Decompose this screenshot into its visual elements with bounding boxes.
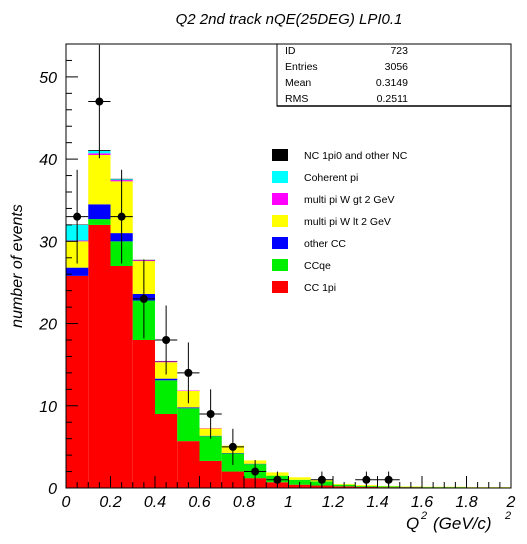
x-axis-label-sup: 2: [420, 510, 427, 522]
chart-title: Q2 2nd track nQE(25DEG) LPI0.1: [176, 11, 403, 28]
y-tick-label: 0: [48, 481, 57, 498]
data-point-6: [199, 389, 222, 439]
legend-label-cc-1pi: CC 1pi: [304, 282, 336, 294]
stats-id-label: ID: [285, 45, 296, 57]
data-points: [66, 44, 400, 488]
bar-multi-pi-w-lt-2-gev-bin-1: [88, 155, 111, 205]
y-tick-label: 40: [39, 152, 57, 169]
stats-id-value: 723: [390, 45, 408, 57]
bar-ccqe-bin-1: [88, 219, 111, 225]
bar-other-cc-bin-4: [155, 378, 178, 381]
y-axis: 0 10 20 30 40 50: [38, 43, 78, 498]
legend-label-ccqe: CCqe: [304, 260, 331, 272]
data-marker: [317, 475, 326, 484]
bar-ccqe-bin-6: [199, 436, 222, 461]
legend-swatch-nc-1pi0-and-other-nc: [272, 149, 288, 161]
data-marker: [162, 336, 171, 344]
bar-multi-pi-w-lt-2-gev-bin-10: [288, 477, 311, 480]
legend-swatch-other-cc: [272, 237, 288, 249]
x-tick-label: 1: [284, 494, 293, 511]
x-tick-label: 2: [506, 494, 516, 511]
y-axis-label: number of events: [9, 204, 26, 328]
x-tick-label: 1.2: [322, 494, 344, 511]
data-marker: [273, 475, 282, 484]
data-point-0: [66, 169, 89, 264]
bar-cc-1pi-bin-1: [88, 224, 111, 488]
data-point-12: [377, 471, 400, 488]
stats-box: ID 723 Entries 3056 Mean 0.3149 RMS 0.25…: [276, 43, 512, 107]
x-axis-label: Q 2 (GeV/c) 2: [406, 510, 511, 533]
legend-swatch-cc-1pi: [272, 281, 288, 293]
data-marker: [206, 410, 215, 418]
x-tick-label: 0.2: [99, 494, 121, 511]
data-marker: [251, 467, 260, 476]
bar-cc-1pi-bin-4: [155, 414, 178, 488]
y-tick-label: 30: [39, 234, 57, 251]
data-point-8: [244, 460, 267, 484]
x-tick-label: 1.8: [455, 494, 477, 511]
legend-swatch-multi-pi-w-gt-2-gev: [272, 193, 288, 205]
stats-rms-value: 0.2511: [377, 93, 408, 105]
data-marker: [362, 475, 371, 484]
data-point-1: [88, 44, 111, 159]
bar-cc-1pi-bin-6: [199, 460, 222, 488]
x-tick-label: 0: [62, 494, 71, 511]
bar-ccqe-bin-4: [155, 380, 178, 414]
bar-cc-1pi-bin-0: [66, 275, 89, 488]
data-point-10: [310, 471, 333, 488]
legend-label-other-cc: other CC: [304, 238, 346, 250]
legend-swatch-multi-pi-w-lt-2-gev: [272, 215, 288, 227]
x-tick-label: 0.8: [233, 494, 255, 511]
stats-box-frame: [276, 43, 512, 107]
x-axis-label-unit: (GeV/c): [433, 514, 492, 533]
data-marker: [73, 212, 82, 221]
data-marker: [184, 368, 193, 377]
data-marker: [384, 475, 393, 484]
legend-swatch-coherent-pi: [272, 171, 288, 183]
data-point-7: [221, 428, 244, 465]
legend-swatch-ccqe: [272, 259, 288, 271]
bar-cc-1pi-bin-3: [132, 340, 155, 488]
legend-label-multi-pi-w-gt-2-gev: multi pi W gt 2 GeV: [304, 194, 394, 206]
bar-cc-1pi-bin-5: [177, 441, 200, 488]
x-tick-label: 1.4: [366, 494, 388, 511]
x-tick-label: 0.4: [144, 494, 166, 511]
data-marker: [139, 294, 148, 303]
data-point-9: [266, 471, 289, 488]
bar-cc-1pi-bin-2: [110, 266, 133, 488]
legend: NC 1pi0 and other NC Coherent pi multi pi …: [272, 149, 408, 294]
data-point-5: [177, 342, 200, 404]
stats-rms-label: RMS: [285, 93, 308, 105]
stats-entries-value: 3056: [385, 61, 409, 73]
x-axis: 0 0.2 0.4 0.6 0.8 1 1.2 1.4 1.6 1.8 2: [62, 476, 516, 511]
bar-ccqe-bin-5: [177, 408, 200, 442]
stats-mean-value: 0.3149: [376, 77, 408, 89]
data-marker: [117, 212, 126, 221]
data-marker: [95, 97, 104, 106]
y-tick-label: 10: [39, 399, 57, 416]
data-point-4: [155, 305, 178, 375]
x-axis-label-unit-sup: 2: [504, 510, 511, 522]
legend-label-nc-1pi0-and-other-nc: NC 1pi0 and other NC: [304, 150, 408, 162]
bar-other-cc-bin-1: [88, 204, 111, 220]
x-tick-label: 0.6: [188, 494, 210, 511]
y-tick-label: 20: [38, 317, 57, 334]
data-point-11: [355, 471, 378, 488]
legend-label-multi-pi-w-lt-2-gev: multi pi W lt 2 GeV: [304, 216, 391, 228]
stats-entries-label: Entries: [285, 61, 318, 73]
bar-other-cc-bin-0: [66, 267, 89, 276]
bar-other-cc-bin-5: [177, 407, 200, 409]
data-point-2: [110, 169, 133, 264]
y-tick-label: 50: [39, 70, 57, 87]
data-marker: [228, 442, 237, 451]
data-point-3: [132, 259, 155, 339]
x-axis-label-q: Q: [406, 514, 419, 533]
legend-label-coherent-pi: Coherent pi: [304, 172, 358, 184]
stats-mean-label: Mean: [285, 77, 311, 89]
x-tick-label: 1.6: [411, 494, 433, 511]
bar-cc-1pi-bin-7: [221, 471, 244, 488]
stacked-bars: [66, 150, 511, 488]
